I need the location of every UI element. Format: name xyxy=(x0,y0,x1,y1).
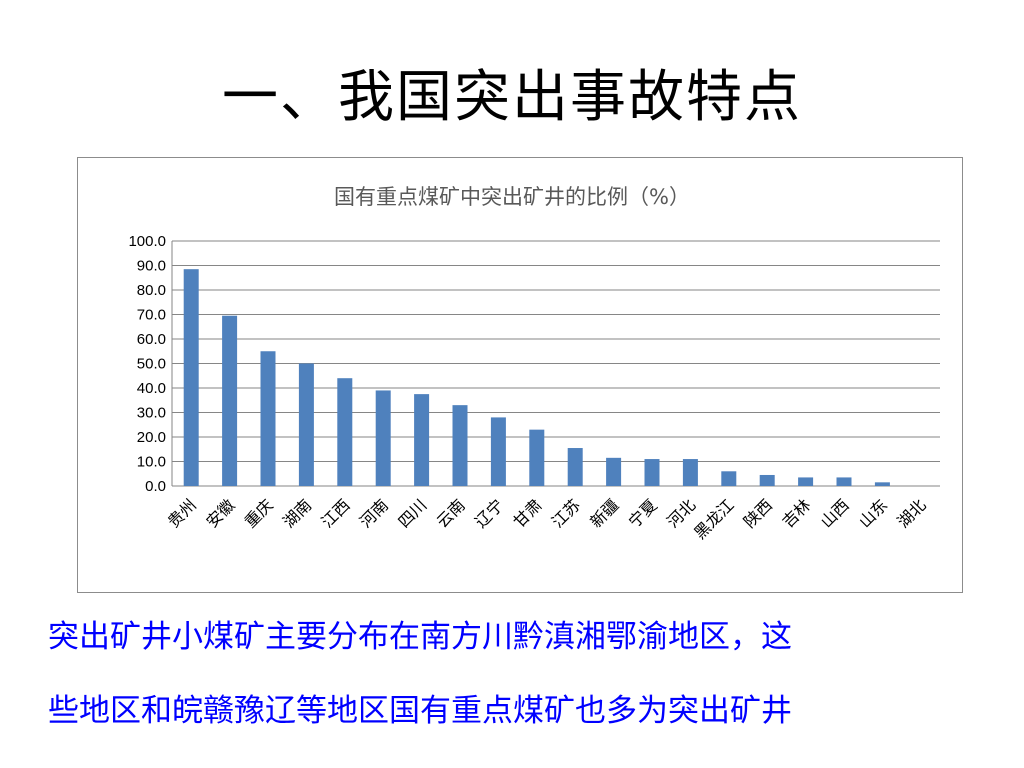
x-category-label: 湖南 xyxy=(279,495,315,531)
x-category-label: 贵州 xyxy=(164,495,200,531)
chart-title: 国有重点煤矿中突出矿井的比例（%） xyxy=(334,185,690,209)
bar-3 xyxy=(298,363,314,486)
chart-frame: 国有重点煤矿中突出矿井的比例（%） 0.0 10.0 20.0 30.0 40.0 50.… xyxy=(77,157,963,593)
x-category-label: 辽宁 xyxy=(471,495,507,531)
bar-9 xyxy=(529,429,545,486)
bar-2 xyxy=(260,351,276,486)
y-tick-label: 70.0 xyxy=(137,307,166,324)
bar-10 xyxy=(567,448,583,486)
bar-6 xyxy=(414,394,430,486)
y-tick-label: 90.0 xyxy=(137,258,166,275)
y-tick-label: 0.0 xyxy=(145,478,166,495)
bar-1 xyxy=(222,315,238,486)
bar-18 xyxy=(874,482,890,486)
bar-12 xyxy=(644,459,660,486)
bar-14 xyxy=(721,471,737,486)
x-category-label: 河南 xyxy=(356,495,392,531)
x-category-label: 江西 xyxy=(318,495,354,531)
bars xyxy=(183,269,890,486)
x-category-label: 吉林 xyxy=(778,495,814,531)
x-category-label: 山西 xyxy=(817,495,853,531)
bar-chart: 国有重点煤矿中突出矿井的比例（%） 0.0 10.0 20.0 30.0 40.0 50.… xyxy=(128,185,940,543)
x-category-label: 宁夏 xyxy=(625,495,661,531)
y-tick-label: 60.0 xyxy=(137,331,166,348)
y-tick-label: 20.0 xyxy=(137,429,166,446)
bar-15 xyxy=(759,474,775,486)
bar-4 xyxy=(337,378,353,486)
y-axis-ticks: 0.0 10.0 20.0 30.0 40.0 50.0 60.0 70.0 80.0 90.0 1… xyxy=(128,233,166,495)
bar-11 xyxy=(606,457,622,486)
body-text-line-2: 些地区和皖赣豫辽等地区国有重点煤矿也多为突出矿井 xyxy=(48,693,792,729)
bar-8 xyxy=(490,417,506,486)
x-category-label: 新疆 xyxy=(586,495,622,531)
bar-13 xyxy=(682,459,698,486)
x-category-label: 陕西 xyxy=(740,495,776,531)
y-tick-label: 80.0 xyxy=(137,282,166,299)
bar-5 xyxy=(375,390,391,486)
x-category-label: 甘肃 xyxy=(510,495,546,531)
bar-0 xyxy=(183,269,199,486)
x-category-label: 山东 xyxy=(855,495,891,531)
bar-7 xyxy=(452,405,468,486)
x-axis-categories: 贵州 安徽 重庆 湖南 江西 河南 四川 云南 辽宁 甘肃 江苏 新疆 宁夏 河北黑龙江 陕西 吉林 山西 山东湖… xyxy=(164,495,930,542)
x-category-label: 四川 xyxy=(394,495,430,531)
y-tick-label: 10.0 xyxy=(137,454,166,471)
y-tick-label: 50.0 xyxy=(137,356,166,373)
x-category-label: 安徽 xyxy=(202,495,238,531)
x-category-label: 重庆 xyxy=(241,495,277,531)
gridlines xyxy=(171,240,940,487)
x-category-label: 江苏 xyxy=(548,495,584,531)
x-category-label: 黑龙江 xyxy=(690,495,737,542)
bar-17 xyxy=(836,477,852,486)
y-tick-label: 100.0 xyxy=(128,233,166,250)
slide-title: 一、我国突出事故特点 xyxy=(222,65,802,130)
bar-16 xyxy=(798,477,814,486)
y-tick-label: 40.0 xyxy=(137,380,166,397)
y-tick-label: 30.0 xyxy=(137,405,166,422)
body-text-line-1: 突出矿井小煤矿主要分布在南方川黔滇湘鄂渝地区，这 xyxy=(48,619,792,655)
x-category-label: 云南 xyxy=(433,495,469,531)
x-category-label: 湖北 xyxy=(894,495,930,531)
